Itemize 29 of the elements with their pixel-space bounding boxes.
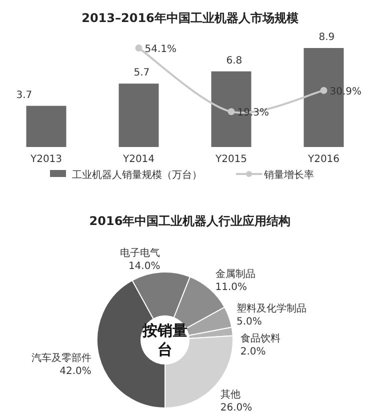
x-tick-label: Y2015	[214, 154, 248, 165]
bar	[118, 84, 159, 147]
chart-title: 2013–2016年中国工业机器人市场规模	[82, 11, 298, 25]
data-label: 8.9	[318, 32, 335, 43]
slice-label: 金属制品	[215, 268, 256, 280]
slice-label: 电子电气	[120, 247, 160, 260]
data-label: 5.0%	[236, 316, 262, 328]
data-label: 11.0%	[215, 282, 248, 293]
slice-label: 食品饮料	[240, 332, 280, 345]
x-tick-label: Y2016	[306, 154, 340, 165]
slice-label: 其他	[220, 388, 240, 400]
legend-label: 工业机器人销量规模（万台）	[72, 169, 202, 181]
data-label: 42.0%	[60, 366, 92, 377]
data-label: 14.0%	[128, 261, 160, 272]
slice-label: 汽车及零部件	[31, 352, 92, 364]
legend-label: 销量增长率	[263, 169, 314, 181]
data-label: 3.7	[16, 90, 32, 101]
data-label: 19.3%	[237, 108, 270, 119]
data-label: 6.8	[226, 55, 242, 66]
slice-label: 塑料及化学制品	[236, 302, 307, 315]
data-label: 54.1%	[144, 44, 177, 55]
data-label: 26.0%	[220, 402, 252, 414]
bar	[26, 106, 66, 147]
x-tick-label: Y2013	[29, 154, 62, 165]
chart-title: 2016年中国工业机器人行业应用结构	[89, 214, 291, 228]
text: 按销量台	[142, 322, 188, 358]
data-label: 5.7	[134, 68, 150, 79]
data-label: 2.0%	[240, 346, 266, 358]
x-tick-label: Y2014	[122, 154, 155, 165]
